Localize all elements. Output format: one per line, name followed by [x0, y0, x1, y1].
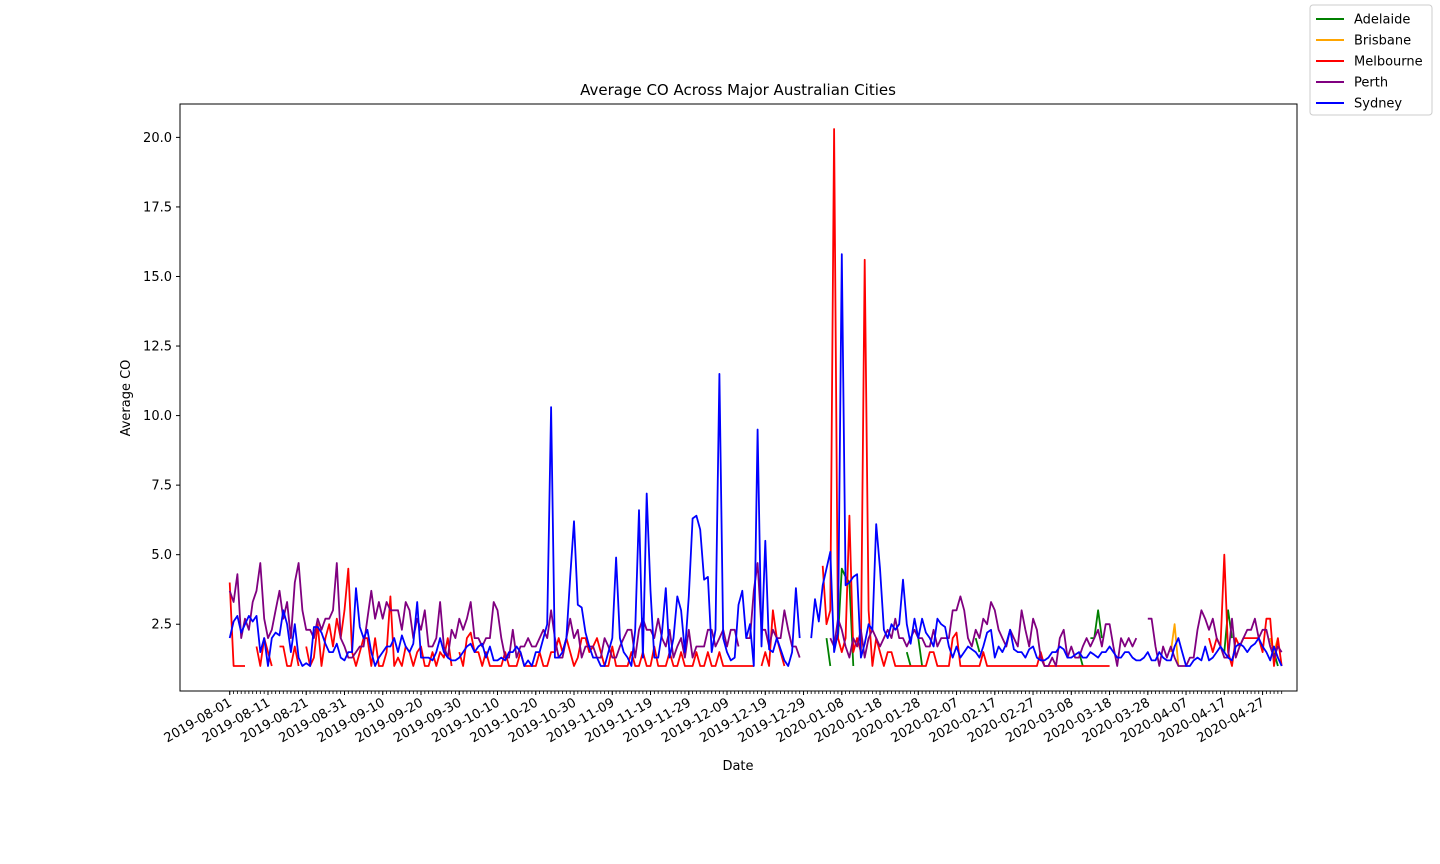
x-axis-label: Date — [722, 759, 753, 774]
y-tick-label: 2.5 — [151, 618, 172, 633]
legend-entry-melbourne: Melbourne — [1354, 55, 1423, 70]
y-tick-label: 17.5 — [143, 200, 172, 215]
legend-entry-perth: Perth — [1354, 76, 1388, 91]
y-axis: 2.5 5.0 7.5 10.0 12.5 15.0 17.5 20.0 — [143, 131, 180, 633]
y-tick-label: 12.5 — [143, 340, 172, 355]
chart-title: Average CO Across Major Australian Citie… — [580, 81, 896, 99]
y-tick-label: 15.0 — [143, 270, 172, 285]
y-tick-label: 7.5 — [151, 479, 172, 494]
y-tick-label: 10.0 — [143, 409, 172, 424]
series-line-sydney — [228, 253, 1283, 667]
y-axis-label: Average CO — [119, 360, 134, 437]
legend-entry-adelaide: Adelaide — [1354, 13, 1410, 28]
y-tick-label: 20.0 — [143, 131, 172, 146]
series-layer — [228, 128, 1283, 667]
legend-entry-sydney: Sydney — [1354, 97, 1402, 112]
series-line-perth — [228, 562, 1283, 667]
series-perth — [228, 562, 1283, 667]
legend: Adelaide Brisbane Melbourne Perth Sydney — [1309, 4, 1433, 116]
series-sydney — [228, 253, 1283, 667]
y-tick-label: 5.0 — [151, 548, 172, 563]
legend-box — [1309, 4, 1433, 116]
legend-entry-brisbane: Brisbane — [1354, 34, 1411, 49]
